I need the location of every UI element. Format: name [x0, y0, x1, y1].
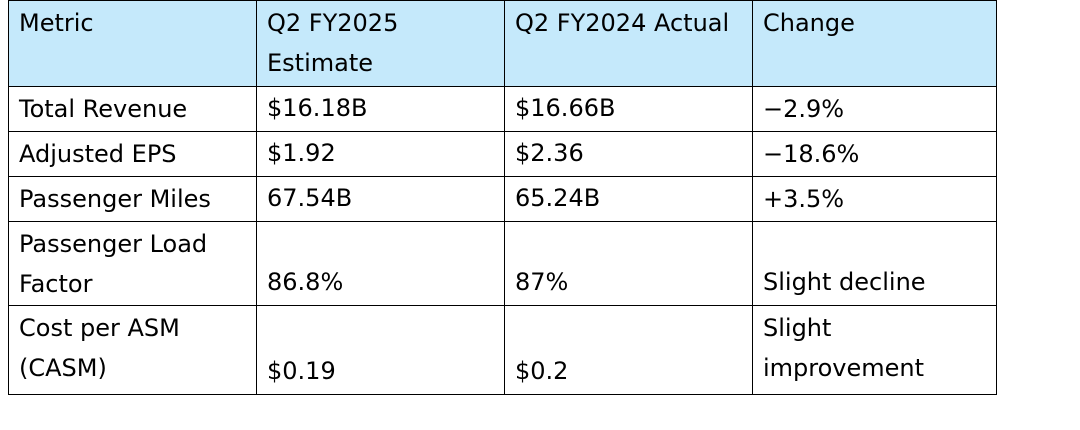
header-actual: Q2 FY2024 Actual: [504, 0, 753, 87]
comparison-table-container: Metric Q2 FY2025 Estimate Q2 FY2024 Actu…: [8, 0, 997, 395]
metric-cell: Passenger Load Factor: [8, 221, 257, 306]
header-change: Change: [752, 0, 997, 87]
comparison-table: Metric Q2 FY2025 Estimate Q2 FY2024 Actu…: [8, 0, 997, 395]
estimate-cell: 86.8%: [256, 221, 505, 306]
metric-cell: Passenger Miles: [8, 176, 257, 222]
metric-cell: Cost per ASM (CASM): [8, 305, 257, 395]
header-metric: Metric: [8, 0, 257, 87]
table-row: Adjusted EPS $1.92 $2.36 −18.6%: [8, 131, 997, 177]
estimate-cell: $1.92: [256, 131, 505, 177]
estimate-cell: $0.19: [256, 305, 505, 395]
metric-cell: Total Revenue: [8, 86, 257, 132]
change-cell: +3.5%: [752, 176, 997, 222]
change-cell: −18.6%: [752, 131, 997, 177]
table-row: Total Revenue $16.18B $16.66B −2.9%: [8, 86, 997, 132]
estimate-cell: 67.54B: [256, 176, 505, 222]
actual-cell: $16.66B: [504, 86, 753, 132]
table-row: Passenger Load Factor 86.8% 87% Slight d…: [8, 221, 997, 306]
metric-cell: Adjusted EPS: [8, 131, 257, 177]
table-header-row: Metric Q2 FY2025 Estimate Q2 FY2024 Actu…: [8, 0, 997, 87]
change-cell: −2.9%: [752, 86, 997, 132]
table-row: Cost per ASM (CASM) $0.19 $0.2 Slight im…: [8, 305, 997, 395]
actual-cell: 65.24B: [504, 176, 753, 222]
header-estimate: Q2 FY2025 Estimate: [256, 0, 505, 87]
actual-cell: $2.36: [504, 131, 753, 177]
actual-cell: $0.2: [504, 305, 753, 395]
estimate-cell: $16.18B: [256, 86, 505, 132]
actual-cell: 87%: [504, 221, 753, 306]
table-row: Passenger Miles 67.54B 65.24B +3.5%: [8, 176, 997, 222]
change-cell: Slight decline: [752, 221, 997, 306]
change-cell: Slight improvement: [752, 305, 997, 395]
